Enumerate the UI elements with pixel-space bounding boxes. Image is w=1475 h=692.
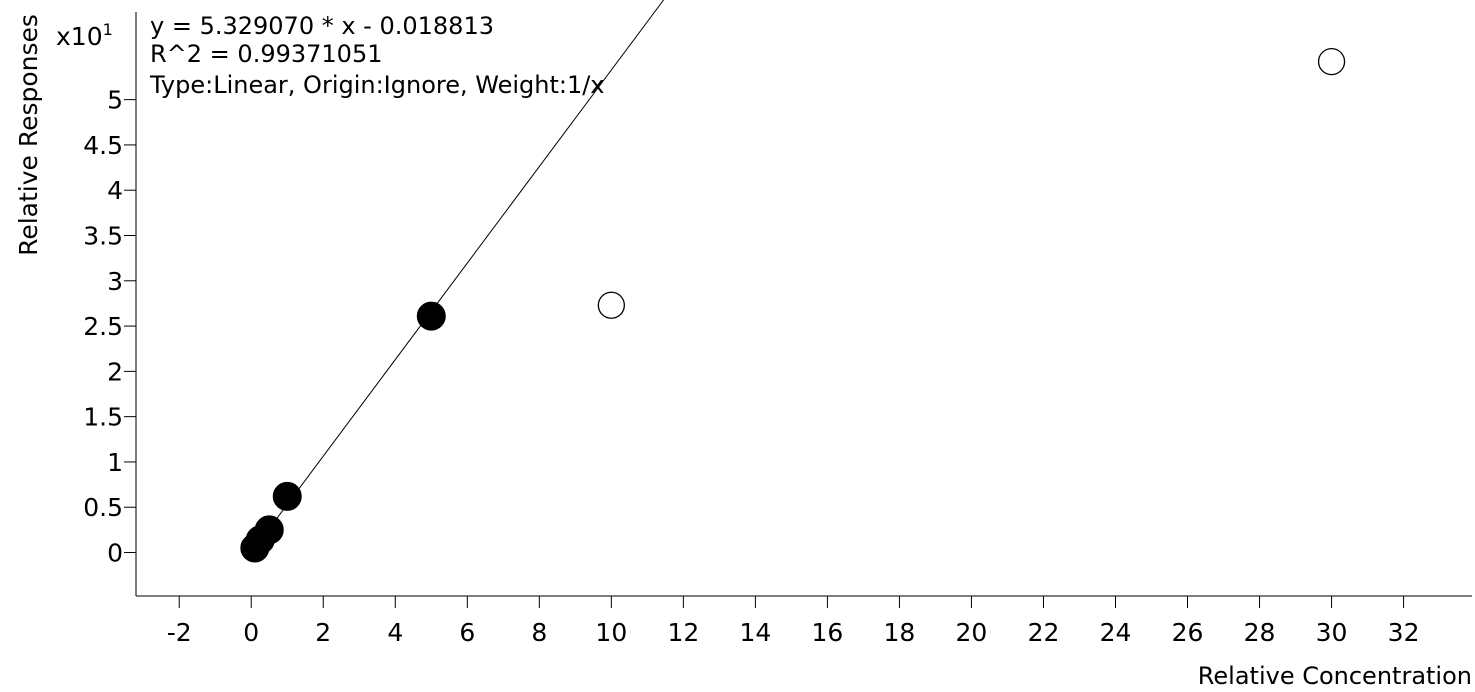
x-tick-label: 18 (884, 618, 916, 647)
fit-line (254, 0, 664, 549)
y-tick-label: 1 (107, 448, 123, 477)
fit-type: Type:Linear, Origin:Ignore, Weight:1/x (149, 71, 605, 99)
y-tick-label: 4.5 (83, 131, 123, 160)
y-tick-label: 0 (107, 539, 123, 568)
x-tick-label: 10 (595, 618, 627, 647)
y-axis-label: Relative Responses (14, 14, 43, 256)
y-tick-label: 5 (107, 86, 123, 115)
x-tick-label: 12 (667, 618, 699, 647)
y-tick-label: 0.5 (83, 493, 123, 522)
x-tick-label: 20 (956, 618, 988, 647)
x-tick-label: 22 (1028, 618, 1060, 647)
chart-labels: Relative Responses Relative Concentratio… (14, 12, 1472, 690)
data-points-layer (240, 47, 1346, 563)
data-point-included (416, 301, 446, 331)
x-tick-label: -2 (167, 618, 192, 647)
x-tick-label: 0 (243, 618, 259, 647)
x-tick-label: 30 (1316, 618, 1348, 647)
y-tick-label: 2.5 (83, 312, 123, 341)
y-axis-multiplier-base: x10 (56, 22, 103, 51)
y-tick-label: 4 (107, 176, 123, 205)
y-axis-multiplier-exponent: 1 (103, 20, 113, 39)
x-tick-label: 6 (459, 618, 475, 647)
data-point-excluded (1317, 47, 1346, 76)
x-axis-label: Relative Concentration (1198, 662, 1472, 690)
y-tick-label: 1.5 (83, 403, 123, 432)
x-tick-label: 8 (531, 618, 547, 647)
data-point-excluded (597, 291, 625, 319)
fit-equation: y = 5.329070 * x - 0.018813 (150, 12, 494, 40)
y-axis-multiplier: x101 (56, 20, 113, 51)
x-tick-label: 14 (739, 618, 771, 647)
x-tick-label: 4 (387, 618, 403, 647)
x-tick-label: 2 (315, 618, 331, 647)
x-tick-label: 32 (1388, 618, 1420, 647)
x-tick-label: 26 (1172, 618, 1204, 647)
y-tick-label: 2 (107, 357, 123, 386)
x-tick-label: 28 (1244, 618, 1276, 647)
axes: -2 0 2 4 6 8 10 12 14 16 18 20 22 24 26 28 30 3200.511.52… (83, 12, 1472, 647)
x-tick-label: 24 (1100, 618, 1132, 647)
fit-line-layer (254, 0, 664, 549)
data-point-included (272, 481, 302, 511)
x-tick-label: 16 (812, 618, 844, 647)
r-squared: R^2 = 0.99371051 (150, 40, 382, 68)
data-point-included (254, 515, 284, 545)
y-tick-label: 3.5 (83, 222, 123, 251)
y-tick-label: 3 (107, 267, 123, 296)
